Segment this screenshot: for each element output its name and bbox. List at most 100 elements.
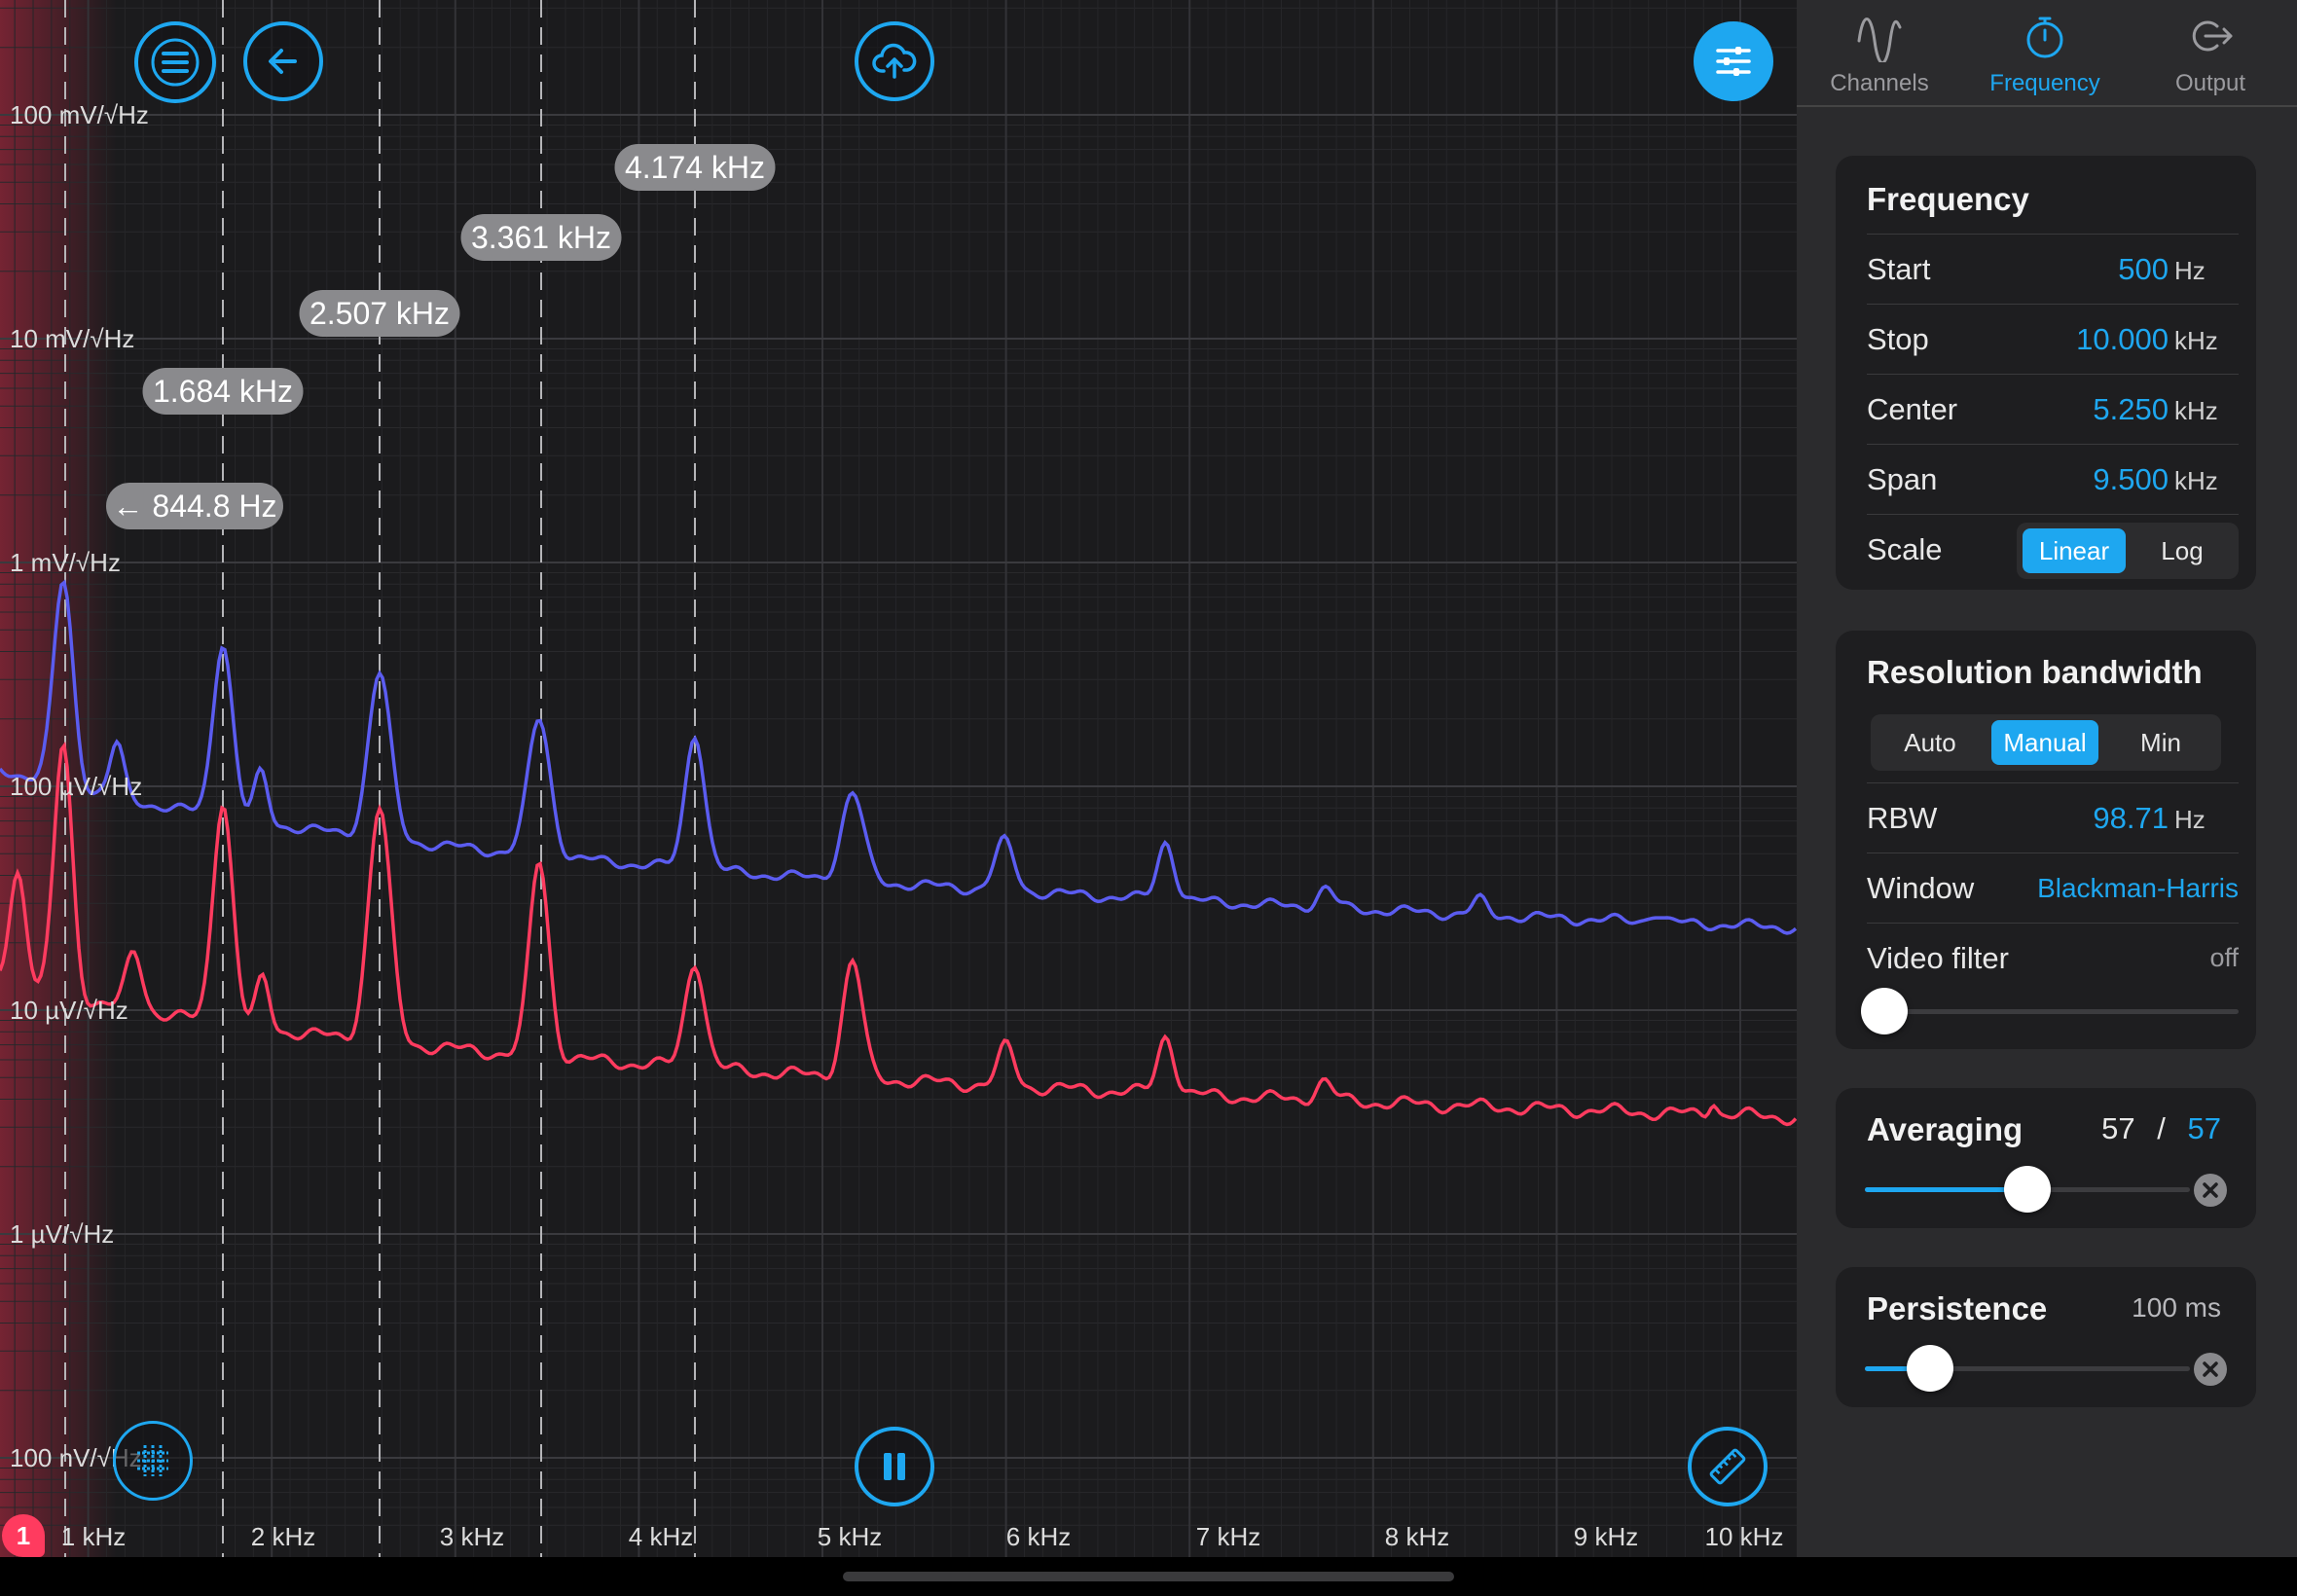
span-row[interactable]: Span 9.500 kHz <box>1867 444 2239 513</box>
marker-tag-label: 1.684 kHz <box>153 374 293 409</box>
home-indicator[interactable] <box>843 1572 1454 1581</box>
x-axis-label: 3 kHz <box>440 1522 504 1551</box>
start-row[interactable]: Start 500 Hz <box>1867 234 2239 303</box>
menu-button[interactable] <box>134 21 216 103</box>
scale-log-option[interactable]: Log <box>2161 536 2204 565</box>
menu-icon <box>151 38 200 87</box>
center-unit: kHz <box>2174 396 2218 425</box>
marker-tag[interactable]: 4.174 kHz <box>614 144 776 191</box>
scale-linear-option[interactable]: Linear <box>2023 528 2126 573</box>
pause-button[interactable] <box>855 1427 934 1506</box>
y-axis-label: 100 µV/√Hz <box>10 772 142 801</box>
averaging-slider-knob[interactable] <box>2004 1166 2051 1213</box>
settings-panel: Channels Frequency Output Frequency Star… <box>1797 0 2297 1557</box>
y-axis-label: 1 mV/√Hz <box>10 548 121 577</box>
window-row[interactable]: Window Blackman-Harris <box>1867 852 2239 922</box>
x-axis-label: 2 kHz <box>251 1522 315 1551</box>
spectrum-plot[interactable]: 100 mV/√Hz 10 mV/√Hz 1 mV/√Hz 100 µV/√Hz 10 … <box>0 0 1797 1596</box>
y-axis-label: 10 µV/√Hz <box>10 996 128 1025</box>
measure-button[interactable] <box>1688 1427 1768 1506</box>
major-grid <box>0 0 1797 1557</box>
y-axis-label: 100 mV/√Hz <box>10 100 149 129</box>
tab-channels[interactable]: Channels <box>1797 0 1962 105</box>
x-axis-labels: 1 kHz 2 kHz 3 kHz 4 kHz 5 kHz 6 kHz 7 kHz 8 kHz… <box>61 1522 1784 1551</box>
window-value[interactable]: Blackman-Harris <box>2037 873 2239 903</box>
persistence-fill <box>1865 1366 1930 1371</box>
window-label: Window <box>1867 871 1975 905</box>
back-button[interactable] <box>243 21 323 101</box>
span-label: Span <box>1867 462 1938 496</box>
averaging-fill <box>1865 1187 2027 1192</box>
marker-tag[interactable]: 3.361 kHz <box>460 214 622 261</box>
scale-segmented-control: Linear Log <box>2017 523 2239 579</box>
grid-crosshair-icon <box>137 1445 168 1476</box>
cloud-upload-icon <box>872 43 917 79</box>
y-axis-labels: 100 mV/√Hz 10 mV/√Hz 1 mV/√Hz 100 µV/√Hz 10 … <box>10 100 149 1472</box>
video-filter-value: off <box>2209 943 2239 972</box>
channel-badge-label: 1 <box>16 1521 31 1550</box>
rbw-row[interactable]: RBW 98.71 Hz <box>1867 782 2239 852</box>
video-filter-row: Video filter off <box>1861 923 2239 1038</box>
sine-wave-icon <box>1857 18 1902 62</box>
x-axis-label: 10 kHz <box>1705 1522 1784 1551</box>
minor-grid <box>0 0 1797 1557</box>
tab-frequency-label: Frequency <box>1989 70 2100 96</box>
x-axis-label: 1 kHz <box>61 1522 126 1551</box>
start-unit: Hz <box>2174 256 2206 285</box>
averaging-current: 57 <box>2101 1111 2135 1145</box>
close-icon <box>2203 1182 2218 1198</box>
scale-label: Scale <box>1867 532 1943 566</box>
tab-output[interactable]: Output <box>2128 0 2293 105</box>
center-row[interactable]: Center 5.250 kHz <box>1867 374 2239 443</box>
marker-tag-label: 4.174 kHz <box>625 150 765 185</box>
rbw-mode-manual[interactable]: Manual <box>1991 720 2098 765</box>
grid-button[interactable] <box>113 1421 193 1501</box>
averaging-clear-button[interactable] <box>2194 1174 2227 1207</box>
sliders-icon <box>1716 47 1751 76</box>
rbw-mode-segmented-control: Auto Manual Min <box>1871 714 2221 771</box>
persistence-slider-knob[interactable] <box>1907 1345 1953 1392</box>
marker-tag[interactable]: ← 844.8 Hz <box>106 483 283 529</box>
pause-icon <box>884 1453 905 1480</box>
settings-button[interactable] <box>1694 21 1773 101</box>
tab-bar: Channels Frequency Output <box>1797 0 2297 107</box>
channel-badge[interactable]: 1 <box>2 1514 45 1557</box>
y-axis-label: 10 mV/√Hz <box>10 324 134 353</box>
x-axis-label: 4 kHz <box>629 1522 693 1551</box>
back-arrow-icon <box>269 49 297 74</box>
marker-tag[interactable]: 1.684 kHz <box>142 368 304 415</box>
marker-tag-label: 2.507 kHz <box>310 296 450 331</box>
rbw-mode-min[interactable]: Min <box>2140 728 2181 757</box>
marker-tag-label: 3.361 kHz <box>471 220 611 255</box>
y-axis-label: 1 µV/√Hz <box>10 1219 114 1249</box>
averaging-title: Averaging <box>1867 1111 2024 1147</box>
center-value[interactable]: 5.250 <box>2093 392 2169 426</box>
close-icon <box>2203 1361 2218 1377</box>
video-filter-slider-knob[interactable] <box>1861 988 1908 1034</box>
rbw-mode-auto[interactable]: Auto <box>1904 728 1956 757</box>
span-value[interactable]: 9.500 <box>2093 462 2169 496</box>
persistence-title: Persistence <box>1867 1290 2048 1326</box>
start-value[interactable]: 500 <box>2118 252 2169 286</box>
scale-row: Scale Linear Log <box>1867 514 2239 583</box>
rbw-label: RBW <box>1867 801 1938 835</box>
stop-label: Stop <box>1867 322 1929 356</box>
stop-unit: kHz <box>2174 326 2218 355</box>
averaging-separator: / <box>2157 1111 2166 1145</box>
marker-tags[interactable]: ← 844.8 Hz 1.684 kHz 2.507 kHz 3.361 kHz 4.1… <box>106 144 776 529</box>
averaging-target[interactable]: 57 <box>2187 1111 2221 1145</box>
persistence-clear-button[interactable] <box>2194 1353 2227 1386</box>
rbw-value[interactable]: 98.71 <box>2093 801 2169 835</box>
persistence-card: Persistence 100 ms <box>1836 1267 2256 1407</box>
tab-frequency[interactable]: Frequency <box>1962 0 2128 105</box>
averaging-count: 57 / 57 <box>2101 1111 2221 1146</box>
x-axis-label: 8 kHz <box>1385 1522 1449 1551</box>
video-filter-track[interactable] <box>1867 1009 2239 1014</box>
cloud-upload-button[interactable] <box>855 21 934 101</box>
marker-tag[interactable]: 2.507 kHz <box>299 290 460 337</box>
tab-channels-label: Channels <box>1830 70 1929 96</box>
video-filter-label: Video filter <box>1867 941 2009 975</box>
stop-value[interactable]: 10.000 <box>2076 322 2169 356</box>
persistence-track[interactable] <box>1865 1366 2190 1371</box>
stop-row[interactable]: Stop 10.000 kHz <box>1867 304 2239 373</box>
